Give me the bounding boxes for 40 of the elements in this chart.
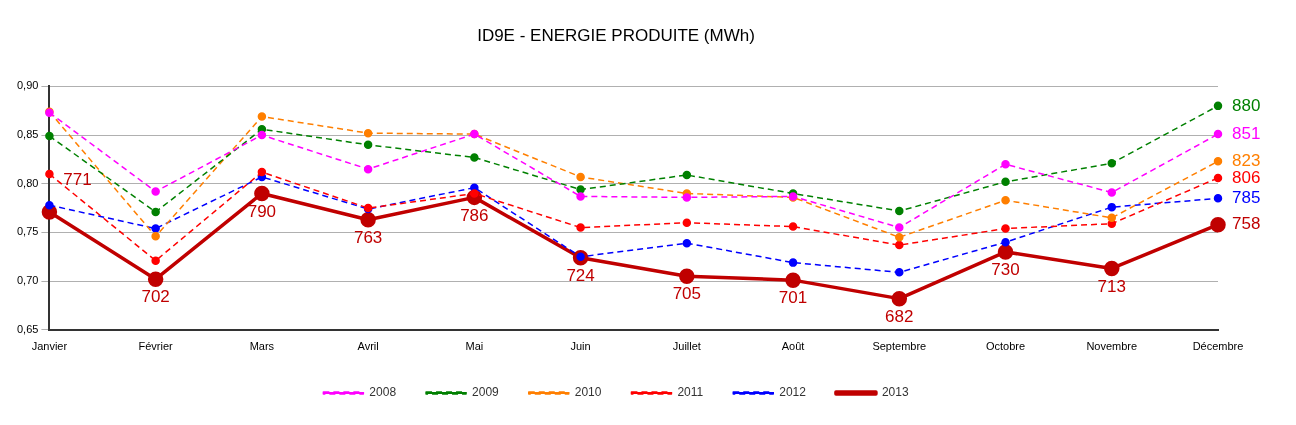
annotation: 786 <box>460 205 489 225</box>
annotation: 763 <box>353 227 383 247</box>
annotation: 880 <box>1232 95 1261 115</box>
annotation: 730 <box>991 260 1020 280</box>
y-tick-label: 0,90 <box>16 79 39 92</box>
x-tick-label: Novembre <box>1086 340 1138 353</box>
x-tick-label: Août <box>781 340 805 353</box>
annotation: 724 <box>566 265 595 285</box>
annotation: 790 <box>247 201 277 221</box>
x-tick-label: Septembre <box>872 340 927 353</box>
y-tick-label: 0,75 <box>16 225 39 238</box>
y-tick-label: 0,65 <box>16 322 39 335</box>
y-tick-label: 0,85 <box>16 128 39 141</box>
annotation: 682 <box>885 306 914 326</box>
y-tick-label: 0,80 <box>16 176 39 189</box>
annotation: 771 <box>63 170 92 190</box>
x-tick-label: Mars <box>249 340 275 353</box>
annotation: 851 <box>1232 123 1261 143</box>
x-tick-label: Juillet <box>672 340 701 353</box>
annotation: 758 <box>1232 214 1261 234</box>
x-tick-label: Avril <box>357 340 379 353</box>
annotation: 713 <box>1097 276 1126 296</box>
legend-label: 2012 <box>779 385 807 400</box>
x-tick-label: Février <box>138 340 174 353</box>
legend-label: 2009 <box>472 385 500 400</box>
x-tick-label: Juin <box>570 340 591 353</box>
y-tick-label: 0,70 <box>16 274 39 287</box>
x-tick-label: Octobre <box>985 340 1026 353</box>
legend-label: 2013 <box>881 385 909 400</box>
x-tick-label: Mai <box>465 340 484 353</box>
chart-title: ID9E - ENERGIE PRODUITE (MWh) <box>477 25 755 45</box>
annotation: 705 <box>672 284 702 304</box>
legend-label: 2010 <box>574 385 602 400</box>
annotation: 701 <box>778 288 808 308</box>
legend-label: 2011 <box>677 385 704 400</box>
x-tick-label: Janvier <box>31 340 68 353</box>
x-tick-label: Décembre <box>1192 340 1244 353</box>
annotation: 702 <box>141 287 170 307</box>
annotation: 785 <box>1232 188 1261 208</box>
legend-label: 2008 <box>369 385 397 400</box>
